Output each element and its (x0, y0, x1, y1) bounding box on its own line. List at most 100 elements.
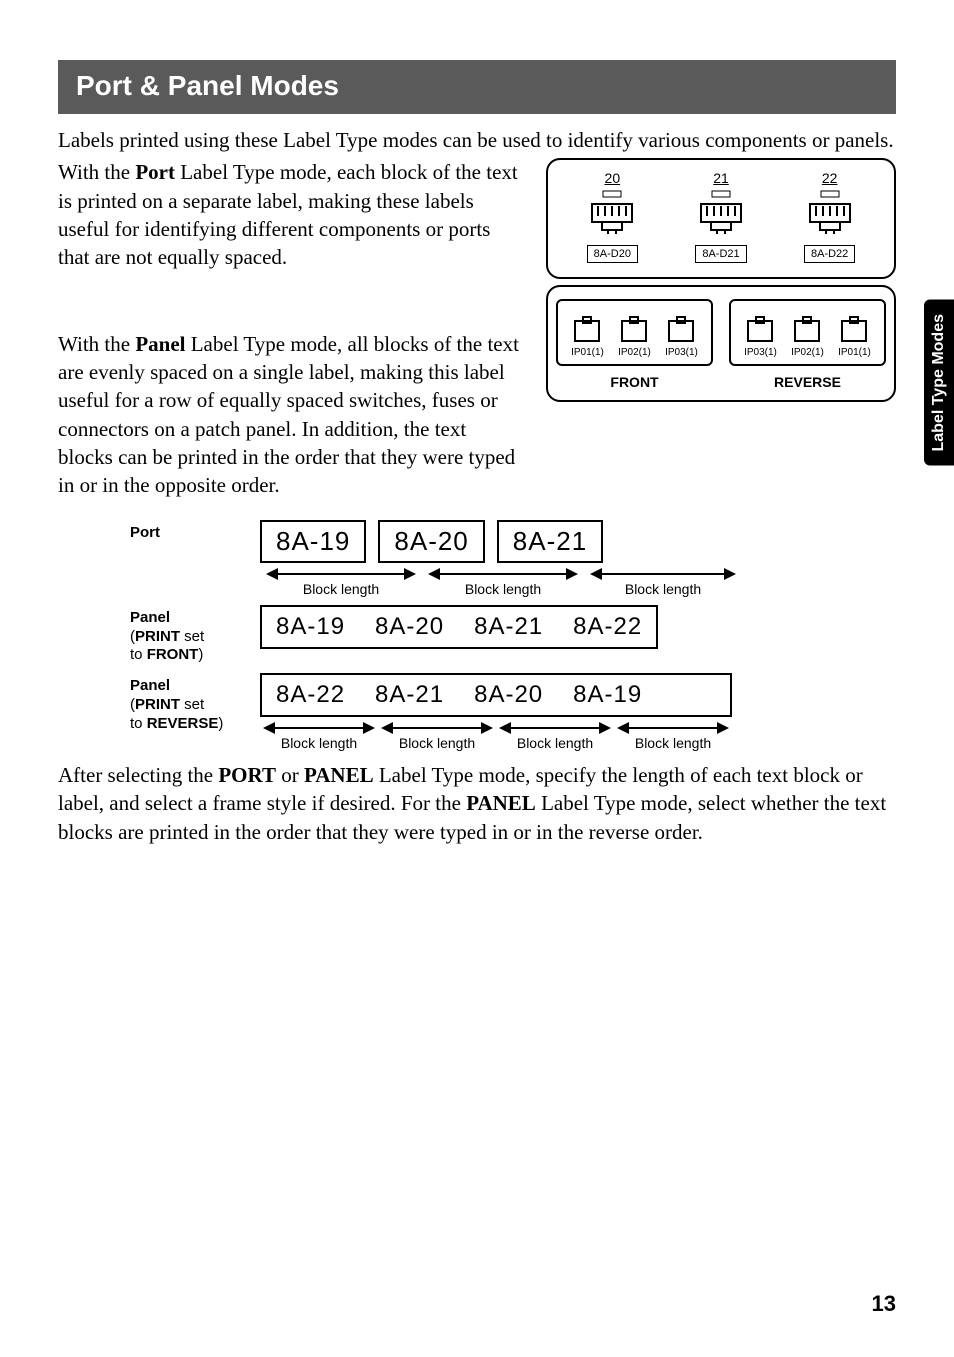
text-bold: Port (135, 160, 175, 184)
block-length-label: Block length (399, 735, 475, 751)
example-panel-reverse-label: Panel (PRINT set to REVERSE) (130, 673, 260, 733)
panel-arrows: Block length Block length Block length Bloc… (260, 721, 732, 751)
port-paragraph: With the Port Label Type mode, each bloc… (58, 158, 526, 271)
arrow-cell: Block length (260, 567, 422, 597)
panel-port: IP01(1) (838, 315, 871, 358)
double-arrow-icon (590, 567, 736, 581)
text-bold: Panel (135, 332, 185, 356)
text-bold: FRONT (147, 646, 199, 663)
port-unit: 21 8A-D21 (695, 170, 746, 263)
panel-cell: 8A-21 (474, 613, 543, 641)
tag-icon (711, 190, 731, 198)
block-length-label: Block length (517, 735, 593, 751)
block-length-label: Block length (303, 581, 379, 597)
panel-port-label: IP01(1) (838, 347, 871, 358)
port-blocks: 8A-198A-208A-21 (260, 520, 742, 563)
panel-cell: 8A-22 (573, 613, 642, 641)
closing-paragraph: After selecting the PORT or PANEL Label … (58, 761, 896, 846)
text: set (180, 628, 204, 645)
text: Label Type mode, all blocks of the text … (58, 332, 519, 498)
panel-diagram: IP01(1) IP02(1) IP03(1) FRONT IP03(1) IP02(… (546, 285, 896, 402)
connector-icon (699, 202, 743, 236)
panel-port: IP02(1) (618, 315, 651, 358)
arrow-cell: Block length (584, 567, 742, 597)
panel-port: IP01(1) (571, 315, 604, 358)
port-label: 8A-D21 (695, 245, 746, 263)
text: Panel (130, 677, 170, 694)
text-bold: REVERSE (147, 715, 219, 732)
arrow-cell: Block length (422, 567, 584, 597)
example-port: Port 8A-198A-208A-21 Block lengthBlock l… (130, 520, 896, 597)
text: With the (58, 160, 135, 184)
port-block: 8A-19 (260, 520, 366, 563)
intro-paragraph: Labels printed using these Label Type mo… (58, 126, 896, 154)
text: to (130, 715, 147, 732)
text: Panel (130, 609, 170, 626)
block-length-label: Block length (625, 581, 701, 597)
panel-halves: IP01(1) IP02(1) IP03(1) FRONT IP03(1) IP02(… (548, 287, 894, 400)
example-panel-reverse: Panel (PRINT set to REVERSE) 8A-228A-218… (130, 673, 896, 751)
text: set (180, 696, 204, 713)
text-bold: PRINT (135, 628, 180, 645)
port-block: 8A-21 (497, 520, 603, 563)
connector-icon (808, 202, 852, 236)
text-bold: PANEL (466, 791, 536, 815)
jack-icon (840, 315, 868, 343)
panel-reverse-cells: 8A-22 8A-21 8A-20 8A-19 (260, 673, 732, 717)
panel-port-label: IP02(1) (618, 347, 651, 358)
example-port-content: 8A-198A-208A-21 Block lengthBlock length… (260, 520, 742, 597)
port-arrows: Block length Block length Block length (260, 567, 742, 597)
block-length-label: Block length (465, 581, 541, 597)
panel-cell: 8A-20 (474, 681, 543, 709)
arrow-cell: Block length (260, 721, 378, 751)
text: After selecting the (58, 763, 218, 787)
panel-paragraph: With the Panel Label Type mode, all bloc… (58, 330, 526, 500)
panel-cell: 8A-22 (276, 681, 345, 709)
panel-cell: 8A-20 (375, 613, 444, 641)
text-bold: PRINT (135, 696, 180, 713)
text: ) (198, 646, 203, 663)
example-panel-reverse-content: 8A-228A-218A-208A-19 Block lengthBlock l… (260, 673, 732, 751)
panel-port: IP03(1) (744, 315, 777, 358)
text: or (276, 763, 304, 787)
text: With the (58, 332, 135, 356)
double-arrow-icon (499, 721, 611, 735)
text: ) (218, 715, 223, 732)
double-arrow-icon (428, 567, 578, 581)
block-length-label: Block length (635, 735, 711, 751)
panel-cell: 8A-21 (375, 681, 444, 709)
port-number: 21 (713, 170, 729, 186)
port-unit: 20 8A-D20 (587, 170, 638, 263)
panel-port-label: IP03(1) (744, 347, 777, 358)
connector-icon (590, 202, 634, 236)
example-panel-front: Panel (PRINT set to FRONT) 8A-198A-208A-… (130, 605, 896, 665)
front-label: FRONT (548, 368, 721, 400)
right-column: 208A-D20218A-D21228A-D22 IP01(1)IP02(1)I… (546, 158, 896, 408)
upper-columns: With the Port Label Type mode, each bloc… (58, 158, 896, 503)
panel-port-label: IP02(1) (791, 347, 824, 358)
example-port-label: Port (130, 520, 260, 543)
double-arrow-icon (381, 721, 493, 735)
page-title: Port & Panel Modes (58, 60, 896, 114)
examples: Port 8A-198A-208A-21 Block lengthBlock l… (130, 520, 896, 751)
panel-cell: 8A-19 (573, 681, 642, 709)
panel-front: IP01(1) IP02(1) IP03(1) FRONT (548, 287, 721, 400)
jack-icon (793, 315, 821, 343)
ports-diagram: 208A-D20218A-D21228A-D22 (546, 158, 896, 279)
panel-cell: 8A-19 (276, 613, 345, 641)
port-label: 8A-D22 (804, 245, 855, 263)
text-bold: PORT (218, 763, 276, 787)
port-number: 20 (605, 170, 621, 186)
port-label: 8A-D20 (587, 245, 638, 263)
panel-port-label: IP01(1) (571, 347, 604, 358)
panel-port: IP03(1) (665, 315, 698, 358)
jack-icon (746, 315, 774, 343)
block-length-label: Block length (281, 735, 357, 751)
panel-reverse: IP03(1)IP02(1)IP01(1) REVERSE (721, 287, 894, 400)
jack-icon (620, 315, 648, 343)
text-bold: PANEL (304, 763, 374, 787)
arrow-cell: Block length (496, 721, 614, 751)
left-column: With the Port Label Type mode, each bloc… (58, 158, 526, 503)
arrow-cell: Block length (378, 721, 496, 751)
double-arrow-icon (617, 721, 729, 735)
